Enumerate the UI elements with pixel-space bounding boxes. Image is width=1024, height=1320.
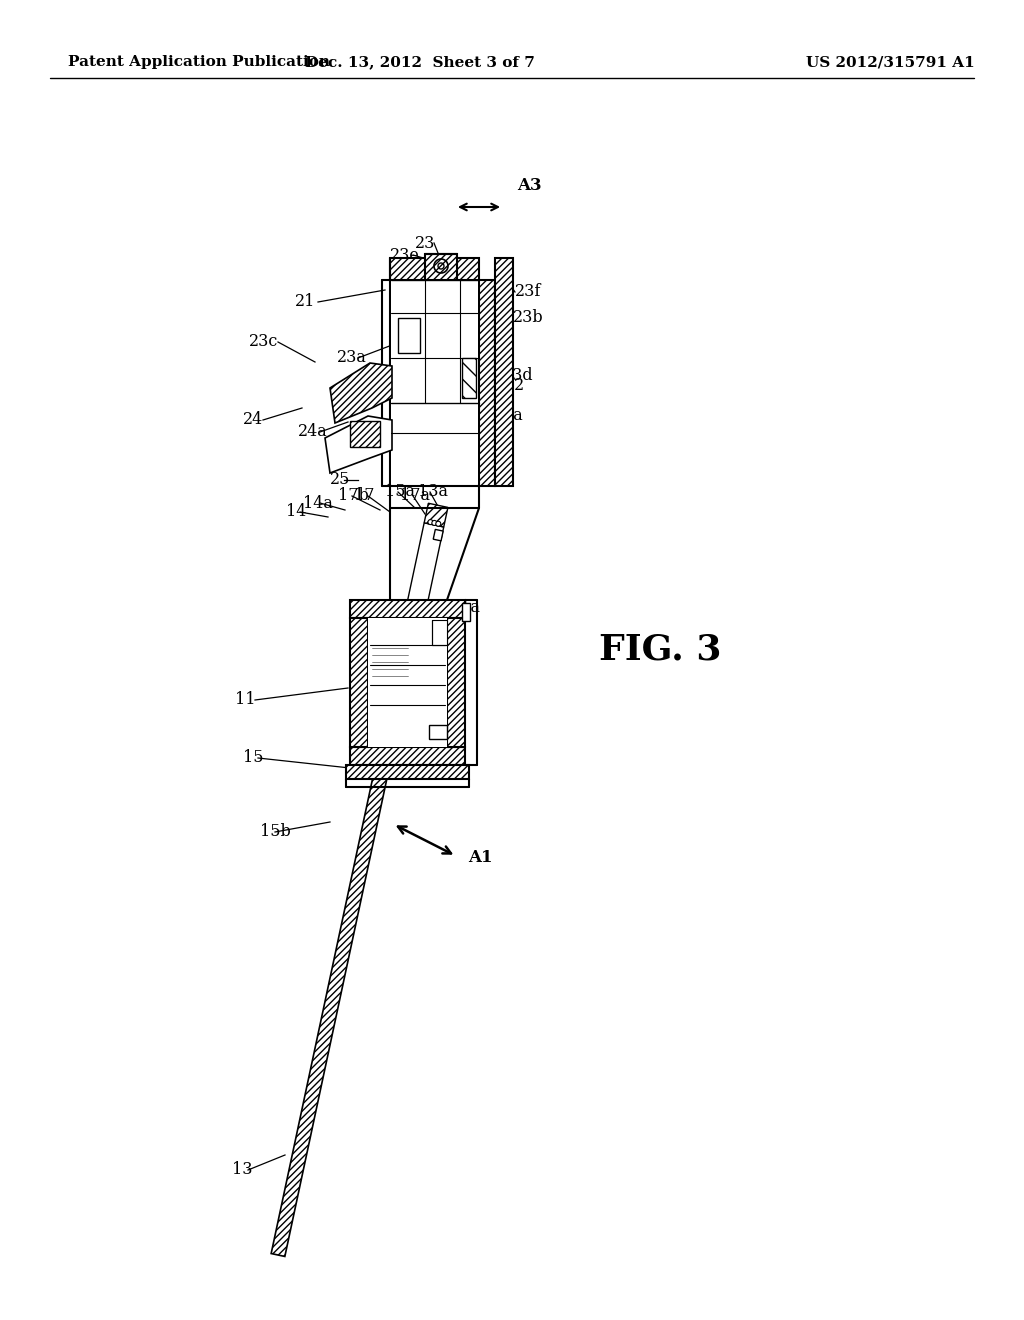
Bar (350, 747, 465, 766)
Text: 14a: 14a (303, 495, 333, 511)
Text: 22: 22 (505, 376, 525, 393)
Bar (447, 618, 465, 747)
Bar (462, 358, 476, 399)
Text: 17a: 17a (400, 487, 430, 504)
Polygon shape (407, 523, 443, 610)
Text: 21: 21 (295, 293, 315, 310)
Text: A3: A3 (517, 177, 542, 194)
Bar (462, 603, 470, 620)
Text: US 2012/315791 A1: US 2012/315791 A1 (806, 55, 975, 69)
Bar (433, 529, 443, 541)
Bar (432, 620, 447, 645)
Text: 15: 15 (243, 750, 263, 767)
Text: 23b: 23b (513, 309, 544, 326)
Text: 15b: 15b (260, 824, 291, 841)
Text: 25: 25 (330, 471, 350, 488)
Text: 17: 17 (354, 487, 375, 504)
Text: 23c: 23c (249, 334, 278, 351)
Bar (398, 318, 420, 352)
Text: 11: 11 (234, 692, 256, 709)
Text: 13a: 13a (418, 483, 449, 500)
Text: 23a: 23a (337, 350, 367, 367)
Bar (429, 725, 447, 739)
Text: 23d: 23d (503, 367, 534, 384)
Bar (346, 766, 469, 779)
Bar (350, 618, 368, 747)
Polygon shape (271, 519, 441, 1257)
Text: 24: 24 (243, 412, 263, 429)
Text: Patent Application Publication: Patent Application Publication (68, 55, 330, 69)
Text: 14: 14 (286, 503, 306, 520)
Text: 11a: 11a (450, 599, 480, 616)
Bar (350, 421, 380, 447)
Bar (479, 280, 495, 486)
Text: 13: 13 (232, 1162, 253, 1179)
Text: 15a: 15a (385, 483, 415, 500)
Bar (368, 618, 447, 747)
Bar (495, 257, 513, 486)
Text: 23: 23 (415, 235, 435, 252)
Text: 23e: 23e (390, 247, 420, 264)
Circle shape (436, 521, 440, 527)
Circle shape (432, 520, 437, 525)
Polygon shape (330, 363, 392, 422)
Polygon shape (325, 416, 392, 473)
Text: 22a: 22a (494, 407, 523, 424)
Bar (350, 601, 465, 618)
Polygon shape (424, 503, 447, 527)
Bar (425, 253, 457, 280)
Text: A1: A1 (468, 850, 493, 866)
Text: Dec. 13, 2012  Sheet 3 of 7: Dec. 13, 2012 Sheet 3 of 7 (305, 55, 535, 69)
Text: 16: 16 (440, 616, 461, 634)
Circle shape (428, 520, 433, 524)
Text: 17b: 17b (338, 487, 369, 504)
Text: 23f: 23f (515, 284, 542, 301)
Text: 24a: 24a (298, 424, 328, 441)
Text: FIG. 3: FIG. 3 (599, 634, 721, 667)
Bar (391, 280, 478, 484)
Bar (390, 257, 479, 280)
